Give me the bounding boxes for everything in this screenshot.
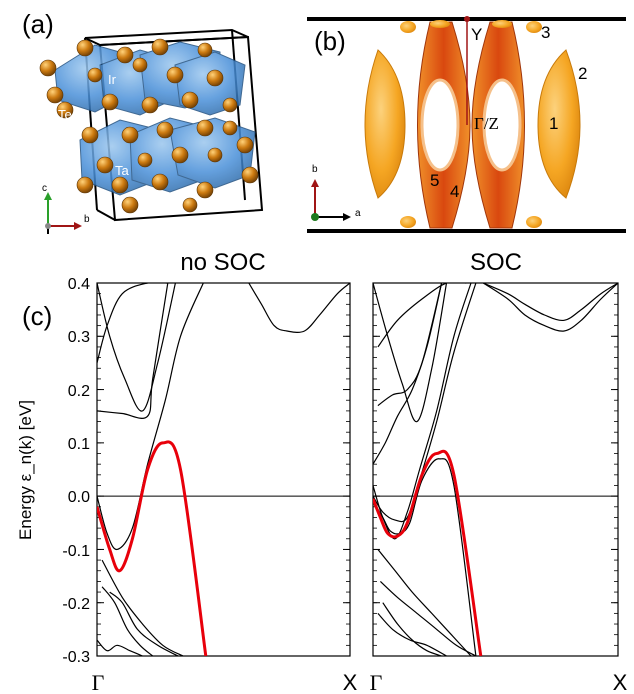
band-line bbox=[377, 283, 467, 348]
band-line bbox=[101, 586, 154, 656]
axis-label-b: b bbox=[84, 214, 90, 225]
pocket-label-1: 1 bbox=[549, 114, 558, 133]
highlighted-band bbox=[373, 449, 483, 656]
bands bbox=[97, 283, 350, 656]
axis-label-b-b: b bbox=[312, 164, 318, 175]
highlighted-band bbox=[97, 440, 208, 656]
x-tick-label-gamma-soc: Γ bbox=[370, 670, 383, 694]
y-tick-label: 0.2 bbox=[68, 383, 90, 400]
y-point bbox=[464, 16, 470, 22]
band-line bbox=[97, 283, 169, 419]
pocket-label-2: 2 bbox=[578, 64, 587, 83]
chart-title-soc: SOC bbox=[470, 249, 522, 276]
panel-b: (b) Y Γ/Z 1 2 3 4 5 bbox=[307, 16, 626, 233]
y-tick-label: -0.3 bbox=[62, 649, 90, 666]
point-label-gamma-z: Γ/Z bbox=[474, 114, 499, 133]
x-tick-label-x-soc: X bbox=[613, 670, 628, 694]
band-line bbox=[377, 612, 447, 656]
chart-title-no-soc: no SOC bbox=[180, 249, 265, 276]
band-line bbox=[377, 283, 443, 407]
pocket-label-3: 3 bbox=[541, 23, 550, 42]
band-line bbox=[382, 602, 442, 656]
panel-a: (a) bbox=[22, 9, 264, 234]
axis-label-b-a: a bbox=[355, 208, 361, 219]
y-tick-label: -0.1 bbox=[62, 543, 90, 560]
panel-label-c: (c) bbox=[22, 301, 52, 331]
axis-label-c: c bbox=[42, 183, 47, 194]
te-atoms bbox=[39, 38, 259, 214]
band-line bbox=[97, 283, 176, 412]
band-line bbox=[483, 283, 618, 322]
panel-label-a: (a) bbox=[22, 9, 54, 39]
axes-triad-b: b a bbox=[311, 164, 361, 221]
atom-label-ta: Ta bbox=[115, 163, 130, 178]
band-line bbox=[109, 591, 179, 656]
pocket-label-4: 4 bbox=[450, 182, 459, 201]
y-tick-label: -0.2 bbox=[62, 596, 90, 613]
point-label-y: Y bbox=[471, 25, 482, 44]
band-line bbox=[379, 580, 477, 656]
bands bbox=[373, 283, 618, 656]
octahedra bbox=[54, 41, 256, 196]
band-plot-no-soc bbox=[96, 282, 351, 657]
band-line bbox=[101, 559, 184, 656]
y-tick-label: 0.1 bbox=[68, 436, 90, 453]
band-plot-soc bbox=[372, 282, 619, 657]
atom-label-te: Te bbox=[58, 107, 72, 122]
small-pockets bbox=[400, 20, 542, 228]
y-tick-label: 0.3 bbox=[68, 329, 90, 346]
pocket-label-5: 5 bbox=[430, 171, 439, 190]
outer-pockets bbox=[364, 49, 581, 199]
y-tick-label: 0.4 bbox=[68, 276, 90, 293]
y-tick-label: 0.0 bbox=[68, 489, 90, 506]
inner-pockets bbox=[417, 21, 525, 229]
y-tick-labels: -0.3 -0.2 -0.1 0.0 0.1 0.2 0.3 0.4 bbox=[62, 276, 90, 666]
axes-triad-a: c b bbox=[42, 183, 90, 234]
band-line bbox=[482, 283, 618, 332]
plot-frame bbox=[96, 282, 351, 657]
band-line bbox=[97, 639, 143, 656]
y-axis-label: Energy ε_n(k) [eV] bbox=[16, 400, 35, 540]
plot-frame bbox=[372, 282, 619, 657]
x-tick-label-gamma-no-soc: Γ bbox=[92, 670, 105, 694]
band-line bbox=[97, 283, 168, 364]
panel-c: (c) Energy ε_n(k) [eV] -0.3 -0.2 -0.1 0.… bbox=[16, 249, 628, 694]
x-tick-label-x-no-soc: X bbox=[343, 670, 358, 694]
band-line bbox=[248, 283, 350, 333]
band-line bbox=[377, 549, 472, 656]
panel-label-b: (b) bbox=[314, 26, 346, 56]
atom-label-ir: Ir bbox=[108, 72, 117, 87]
band-line bbox=[373, 283, 472, 540]
